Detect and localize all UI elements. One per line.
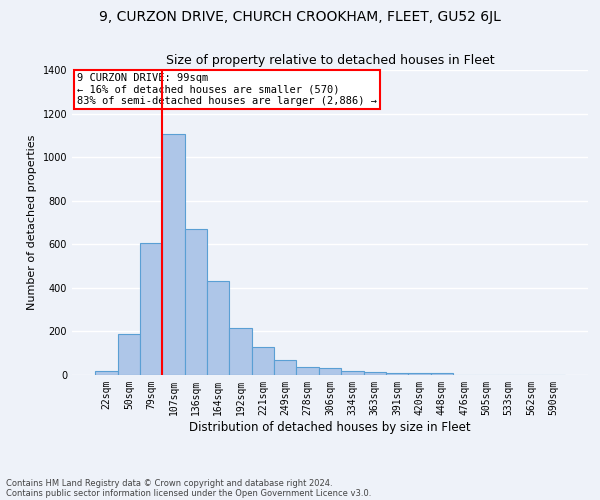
Title: Size of property relative to detached houses in Fleet: Size of property relative to detached ho…: [166, 54, 494, 68]
Bar: [341, 370, 364, 375]
Y-axis label: Number of detached properties: Number of detached properties: [27, 135, 37, 310]
Bar: [185, 230, 207, 375]
Bar: [95, 372, 118, 375]
Text: 9 CURZON DRIVE: 99sqm
← 16% of detached houses are smaller (570)
83% of semi-det: 9 CURZON DRIVE: 99sqm ← 16% of detached …: [77, 73, 377, 106]
Text: 9, CURZON DRIVE, CHURCH CROOKHAM, FLEET, GU52 6JL: 9, CURZON DRIVE, CHURCH CROOKHAM, FLEET,…: [99, 10, 501, 24]
Bar: [431, 374, 453, 375]
Bar: [229, 328, 252, 375]
Text: Contains HM Land Registry data © Crown copyright and database right 2024.: Contains HM Land Registry data © Crown c…: [6, 478, 332, 488]
Bar: [163, 134, 185, 375]
Bar: [274, 360, 296, 375]
Bar: [207, 282, 229, 375]
Bar: [118, 334, 140, 375]
Text: Contains public sector information licensed under the Open Government Licence v3: Contains public sector information licen…: [6, 488, 371, 498]
Bar: [386, 373, 408, 375]
Bar: [140, 243, 163, 375]
X-axis label: Distribution of detached houses by size in Fleet: Distribution of detached houses by size …: [189, 420, 471, 434]
Bar: [319, 368, 341, 375]
Bar: [252, 347, 274, 375]
Bar: [408, 373, 431, 375]
Bar: [364, 372, 386, 375]
Bar: [296, 367, 319, 375]
